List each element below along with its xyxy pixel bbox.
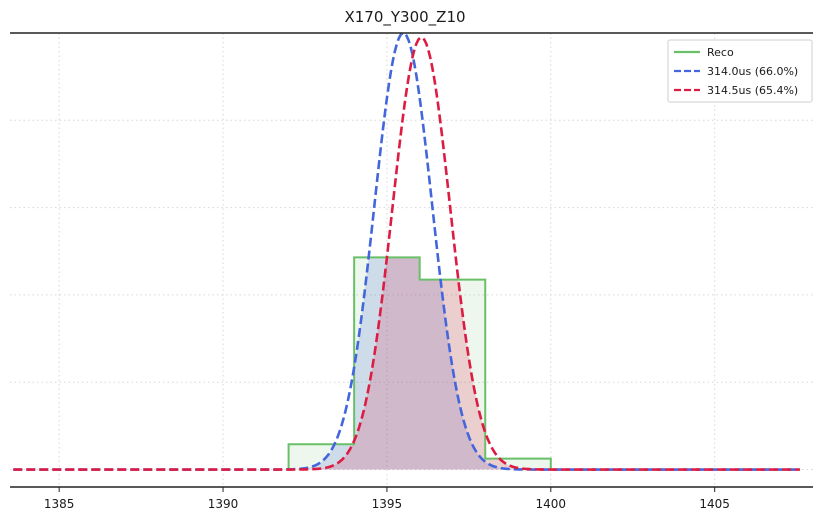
legend: Reco 314.0us (66.0%) 314.5us (65.4%) (667, 39, 813, 103)
x-tick-label: 1400 (536, 497, 567, 511)
curves (13, 31, 800, 471)
legend-label-1: 314.0us (66.0%) (707, 65, 798, 78)
x-ticks: 1385 1390 1395 1400 1405 (44, 487, 730, 511)
legend-box (667, 39, 813, 103)
x-tick-label: 1385 (44, 497, 75, 511)
legend-label-0: Reco (707, 46, 734, 59)
histogram-line (287, 256, 552, 470)
chart-title: X170_Y300_Z10 (344, 8, 465, 27)
legend-label-2: 314.5us (65.4%) (707, 84, 798, 97)
x-tick-label: 1405 (699, 497, 730, 511)
histogram-outline (287, 256, 552, 470)
x-tick-label: 1395 (372, 497, 403, 511)
x-tick-label: 1390 (208, 497, 239, 511)
series-line-1 (13, 36, 800, 471)
